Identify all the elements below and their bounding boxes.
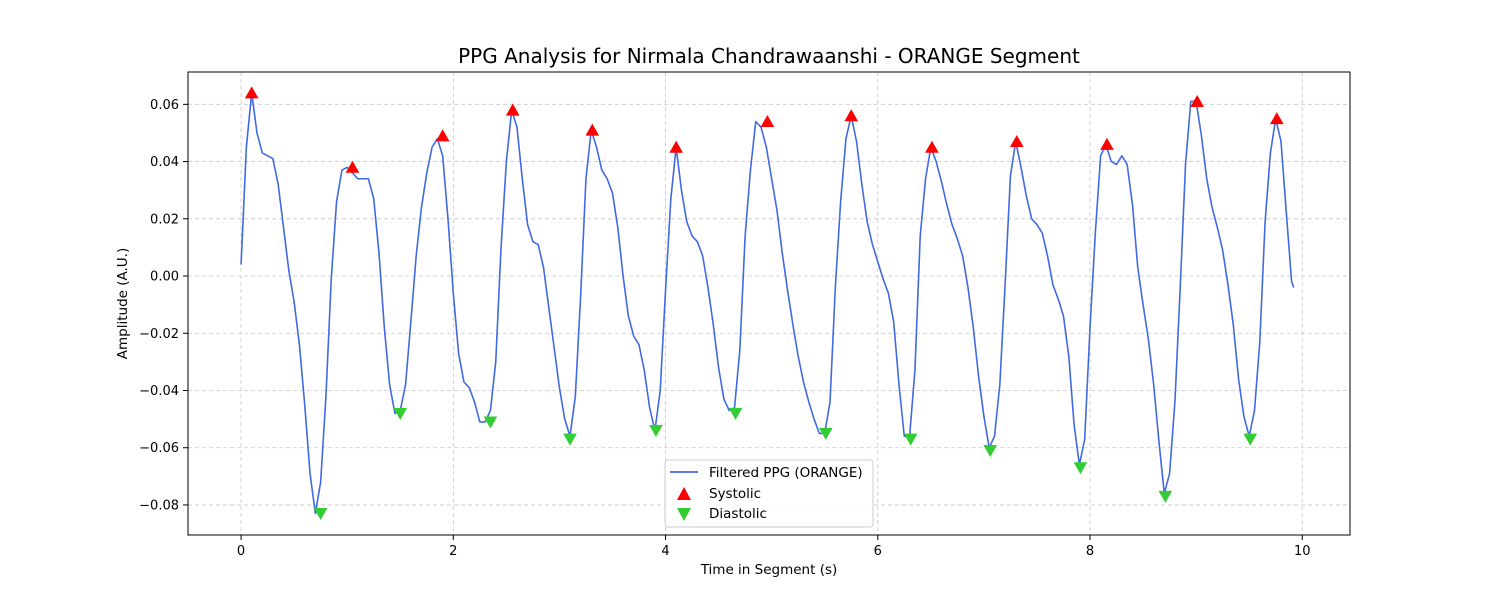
- x-tick-label: 4: [661, 544, 669, 559]
- y-tick-label: 0.04: [150, 155, 179, 170]
- diastolic-trough-marker: [563, 433, 577, 446]
- plot-series: [240, 86, 1295, 521]
- ppg-signal-line: [240, 92, 1295, 515]
- systolic-peak-marker: [844, 109, 859, 122]
- y-axis-label: Amplitude (A.U.): [115, 248, 131, 359]
- legend-label-ppg: Filtered PPG (ORANGE): [709, 465, 863, 481]
- x-tick-label: 10: [1294, 544, 1311, 559]
- x-tick-label: 2: [449, 544, 457, 559]
- diastolic-trough-marker: [728, 407, 743, 420]
- systolic-peak-marker: [244, 86, 259, 99]
- systolic-peak-marker: [1100, 137, 1114, 150]
- legend-label-systolic: Systolic: [709, 486, 761, 502]
- legend-systolic-marker: [677, 487, 691, 500]
- systolic-peak-marker: [760, 115, 775, 128]
- plot-frame: [187, 71, 1351, 536]
- systolic-peak-marker: [585, 123, 600, 136]
- legend-label-diastolic: Diastolic: [709, 506, 767, 522]
- legend: Filtered PPG (ORANGE) Systolic Diastolic: [664, 459, 874, 528]
- diastolic-trough-marker: [1243, 433, 1258, 446]
- x-tick-label: 0: [237, 544, 245, 559]
- systolic-peak-marker: [669, 140, 683, 153]
- y-tick-label: −0.04: [139, 384, 179, 399]
- y-tick-label: −0.06: [139, 441, 179, 456]
- systolic-peak-marker: [925, 140, 939, 153]
- diastolic-trough-marker: [313, 508, 328, 521]
- x-tick-label: 6: [874, 544, 882, 559]
- diastolic-trough-marker: [649, 425, 663, 438]
- y-tick-label: 0.02: [150, 212, 179, 227]
- systolic-peak-marker: [1190, 94, 1205, 107]
- axis-ticks: 0 2 4 6 8 10 −0.08 −0.06 −0.04 −0.02 0.00 0.02 0.04 0…: [139, 98, 1310, 559]
- systolic-peak-marker: [345, 160, 360, 173]
- diastolic-trough-marker: [903, 433, 918, 446]
- legend-diastolic-marker: [677, 508, 691, 521]
- chart-title: PPG Analysis for Nirmala Chandrawaanshi …: [458, 44, 1080, 68]
- systolic-peak-marker: [1009, 135, 1024, 148]
- diastolic-trough-marker: [1073, 462, 1088, 475]
- y-tick-label: −0.08: [139, 498, 179, 513]
- y-tick-label: −0.02: [139, 327, 179, 342]
- y-tick-label: 0.00: [150, 270, 179, 285]
- y-tick-label: 0.06: [150, 98, 179, 113]
- x-axis-label: Time in Segment (s): [700, 562, 838, 578]
- diastolic-trough-marker: [983, 445, 998, 458]
- systolic-peak-marker: [1269, 112, 1284, 125]
- x-tick-label: 8: [1086, 544, 1094, 559]
- diastolic-trough-marker: [483, 416, 498, 429]
- legend-box: [664, 459, 874, 528]
- systolic-peak-marker: [505, 103, 520, 116]
- diastolic-trough-marker: [393, 407, 408, 420]
- diastolic-trough-marker: [818, 427, 833, 440]
- diastolic-trough-marker: [1158, 490, 1173, 503]
- systolic-peak-marker: [435, 129, 450, 142]
